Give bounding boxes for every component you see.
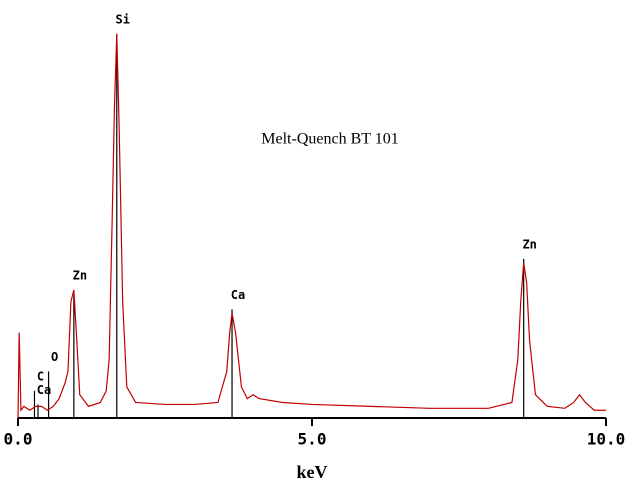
element-label: Si xyxy=(116,12,130,26)
element-label: O xyxy=(51,350,58,364)
element-label: Ca xyxy=(37,383,51,397)
x-tick-label: 5.0 xyxy=(298,430,327,449)
x-tick-label: 0.0 xyxy=(4,430,33,449)
x-tick-label: 10.0 xyxy=(587,430,626,449)
element-label: Ca xyxy=(231,288,245,302)
element-label: Zn xyxy=(522,237,536,251)
element-label: C xyxy=(37,369,44,383)
element-label: Zn xyxy=(73,268,87,282)
spectrum-line xyxy=(17,33,606,419)
x-axis-label: keV xyxy=(297,462,328,482)
chart-title: Melt-Quench BT 101 xyxy=(261,131,398,148)
